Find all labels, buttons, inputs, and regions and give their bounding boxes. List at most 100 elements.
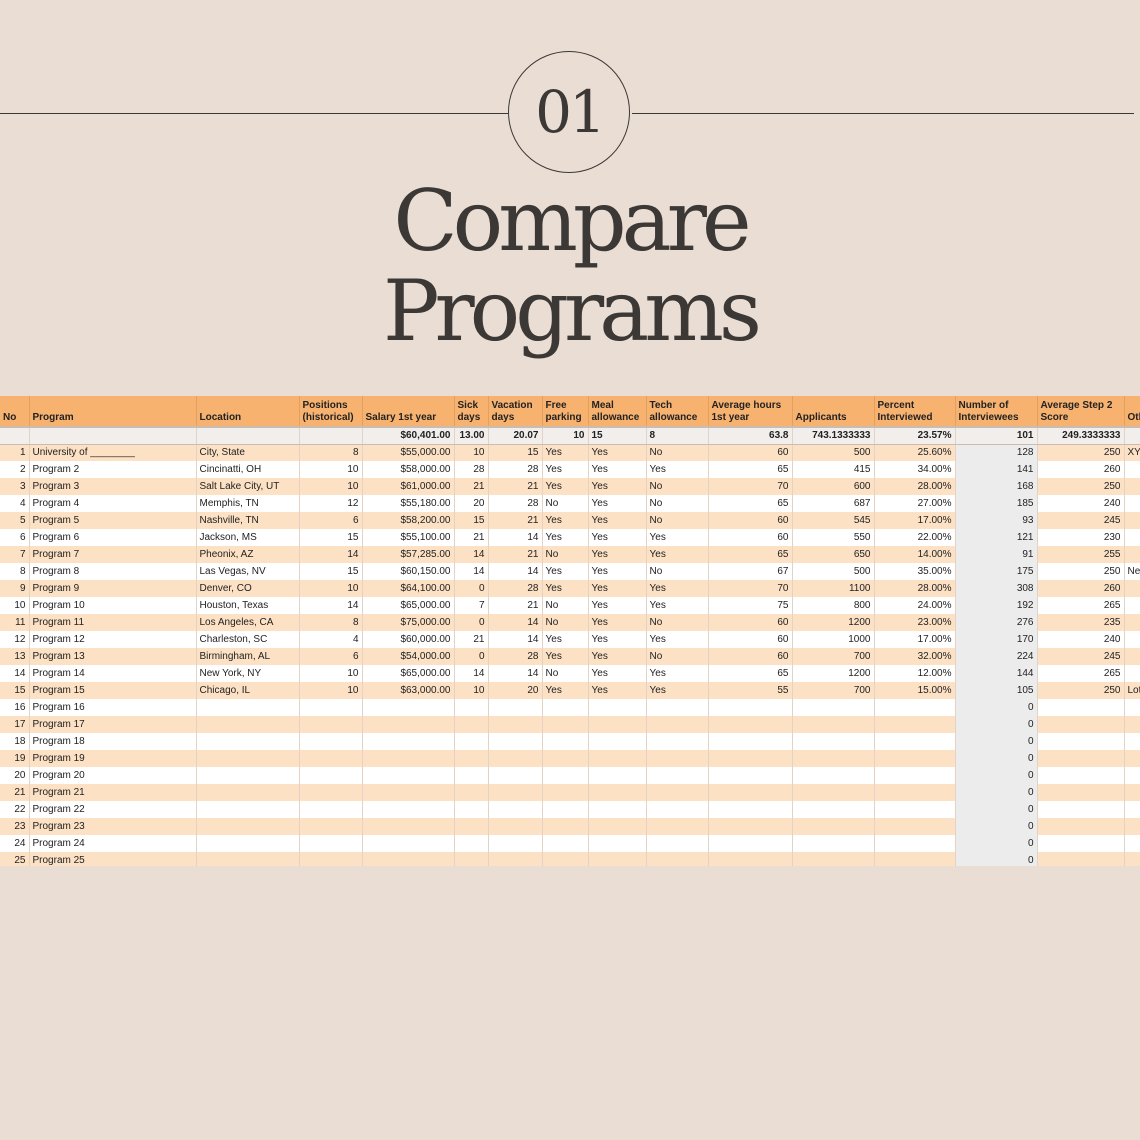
cell-sick-days[interactable] <box>454 801 489 818</box>
cell-step2-score[interactable]: 265 <box>1037 597 1125 614</box>
cell-positions[interactable] <box>299 750 363 767</box>
cell-applicants[interactable] <box>792 716 875 733</box>
cell-no[interactable]: 16 <box>0 699 30 716</box>
cell-salary[interactable]: $64,100.00 <box>362 580 455 597</box>
cell-tech-allowance[interactable]: No <box>646 614 709 631</box>
cell-percent-interviewed[interactable]: 22.00% <box>874 529 956 546</box>
cell-salary[interactable]: $54,000.00 <box>362 648 455 665</box>
cell-salary[interactable] <box>362 852 455 866</box>
cell-salary[interactable] <box>362 733 455 750</box>
cell-salary[interactable]: $60,401.00 <box>362 426 455 445</box>
cell-sick-days[interactable]: 21 <box>454 631 489 648</box>
cell-vacation-days[interactable]: 14 <box>488 614 543 631</box>
cell-tech-allowance[interactable]: Yes <box>646 665 709 682</box>
cell-meal-allowance[interactable]: Yes <box>588 512 647 529</box>
cell-avg-hours[interactable] <box>708 733 793 750</box>
cell-applicants[interactable]: 1000 <box>792 631 875 648</box>
cell-program[interactable]: University of ________ <box>29 444 197 461</box>
cell-step2-score[interactable]: 249.3333333 <box>1037 426 1125 445</box>
cell-location[interactable]: Las Vegas, NV <box>196 563 300 580</box>
cell-applicants[interactable] <box>792 733 875 750</box>
column-header-meal-allowance[interactable]: Meal allowance <box>588 396 647 427</box>
cell-location[interactable]: Jackson, MS <box>196 529 300 546</box>
cell-tech-allowance[interactable]: Yes <box>646 529 709 546</box>
cell-interviewees[interactable]: 185 <box>955 495 1038 512</box>
cell-other[interactable] <box>1124 750 1140 767</box>
cell-other[interactable] <box>1124 529 1140 546</box>
cell-free-parking[interactable]: Yes <box>542 478 589 495</box>
cell-meal-allowance[interactable]: Yes <box>588 682 647 699</box>
cell-other[interactable] <box>1124 784 1140 801</box>
cell-step2-score[interactable]: 250 <box>1037 563 1125 580</box>
cell-avg-hours[interactable] <box>708 818 793 835</box>
column-header-vacation-days[interactable]: Vacation days <box>488 396 543 427</box>
cell-interviewees[interactable]: 170 <box>955 631 1038 648</box>
cell-program[interactable] <box>29 426 197 445</box>
cell-free-parking[interactable] <box>542 750 589 767</box>
cell-location[interactable]: Charleston, SC <box>196 631 300 648</box>
cell-percent-interviewed[interactable]: 23.00% <box>874 614 956 631</box>
cell-other[interactable] <box>1124 512 1140 529</box>
cell-applicants[interactable] <box>792 852 875 866</box>
cell-avg-hours[interactable] <box>708 767 793 784</box>
cell-tech-allowance[interactable]: No <box>646 478 709 495</box>
cell-applicants[interactable]: 1100 <box>792 580 875 597</box>
cell-sick-days[interactable] <box>454 699 489 716</box>
cell-positions[interactable]: 10 <box>299 580 363 597</box>
cell-location[interactable]: Birmingham, AL <box>196 648 300 665</box>
cell-no[interactable]: 2 <box>0 461 30 478</box>
cell-tech-allowance[interactable]: Yes <box>646 631 709 648</box>
cell-positions[interactable] <box>299 426 363 445</box>
cell-applicants[interactable]: 700 <box>792 682 875 699</box>
cell-no[interactable]: 17 <box>0 716 30 733</box>
cell-program[interactable]: Program 17 <box>29 716 197 733</box>
cell-other[interactable] <box>1124 852 1140 866</box>
cell-sick-days[interactable]: 21 <box>454 529 489 546</box>
cell-free-parking[interactable]: Yes <box>542 631 589 648</box>
cell-other[interactable] <box>1124 767 1140 784</box>
cell-percent-interviewed[interactable]: 17.00% <box>874 512 956 529</box>
cell-avg-hours[interactable] <box>708 852 793 866</box>
cell-location[interactable]: Nashville, TN <box>196 512 300 529</box>
cell-applicants[interactable]: 550 <box>792 529 875 546</box>
cell-applicants[interactable] <box>792 750 875 767</box>
cell-location[interactable]: Denver, CO <box>196 580 300 597</box>
cell-percent-interviewed[interactable] <box>874 699 956 716</box>
cell-program[interactable]: Program 9 <box>29 580 197 597</box>
cell-avg-hours[interactable]: 60 <box>708 614 793 631</box>
cell-positions[interactable]: 10 <box>299 478 363 495</box>
cell-location[interactable]: New York, NY <box>196 665 300 682</box>
cell-location[interactable] <box>196 733 300 750</box>
cell-meal-allowance[interactable]: Yes <box>588 631 647 648</box>
cell-meal-allowance[interactable]: Yes <box>588 614 647 631</box>
cell-location[interactable] <box>196 801 300 818</box>
cell-interviewees[interactable]: 0 <box>955 733 1038 750</box>
cell-salary[interactable]: $60,000.00 <box>362 631 455 648</box>
cell-no[interactable]: 8 <box>0 563 30 580</box>
cell-positions[interactable] <box>299 835 363 852</box>
cell-tech-allowance[interactable] <box>646 750 709 767</box>
column-header-program[interactable]: Program <box>29 396 197 427</box>
cell-location[interactable]: Pheonix, AZ <box>196 546 300 563</box>
cell-vacation-days[interactable] <box>488 801 543 818</box>
cell-vacation-days[interactable] <box>488 767 543 784</box>
cell-other[interactable] <box>1124 614 1140 631</box>
cell-interviewees[interactable]: 0 <box>955 818 1038 835</box>
cell-interviewees[interactable]: 0 <box>955 750 1038 767</box>
cell-tech-allowance[interactable]: Yes <box>646 597 709 614</box>
cell-vacation-days[interactable] <box>488 852 543 866</box>
cell-sick-days[interactable]: 0 <box>454 580 489 597</box>
cell-tech-allowance[interactable] <box>646 716 709 733</box>
cell-meal-allowance[interactable] <box>588 750 647 767</box>
cell-vacation-days[interactable]: 20.07 <box>488 426 543 445</box>
cell-interviewees[interactable]: 105 <box>955 682 1038 699</box>
cell-step2-score[interactable]: 250 <box>1037 444 1125 461</box>
cell-location[interactable] <box>196 784 300 801</box>
cell-percent-interviewed[interactable]: 17.00% <box>874 631 956 648</box>
cell-location[interactable] <box>196 699 300 716</box>
cell-applicants[interactable]: 700 <box>792 648 875 665</box>
cell-sick-days[interactable]: 14 <box>454 665 489 682</box>
cell-other[interactable] <box>1124 426 1140 445</box>
cell-program[interactable]: Program 20 <box>29 767 197 784</box>
cell-avg-hours[interactable]: 65 <box>708 665 793 682</box>
